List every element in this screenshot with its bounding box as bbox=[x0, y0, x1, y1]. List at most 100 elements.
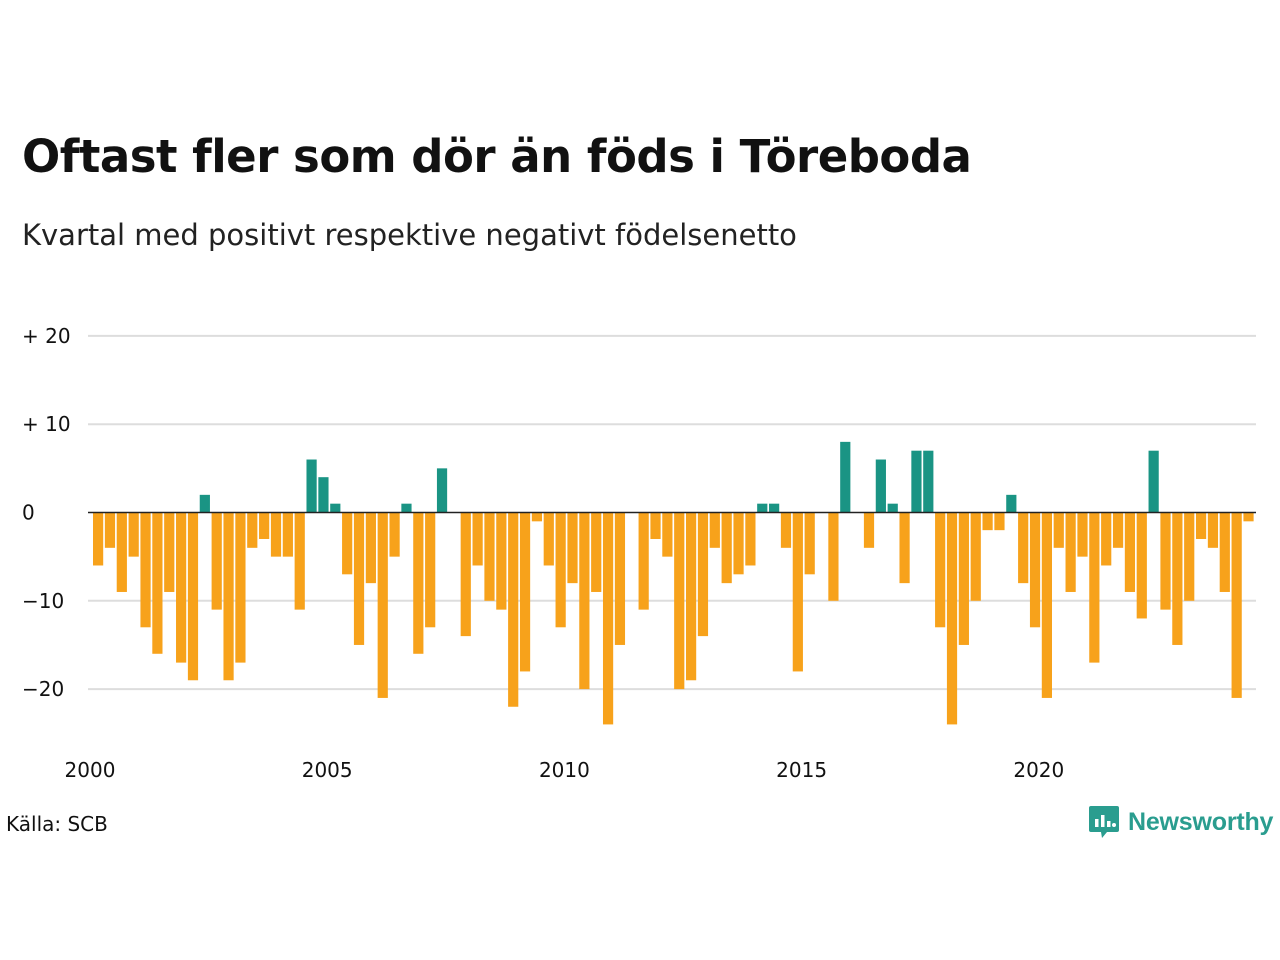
quarter-bar bbox=[164, 512, 175, 592]
y-tick-label: 0 bbox=[22, 501, 35, 525]
y-axis-ticks: + 20 + 10 0 −10 −20 bbox=[22, 324, 71, 701]
quarter-bar bbox=[377, 512, 388, 698]
quarter-bar bbox=[1065, 512, 1076, 592]
quarter-bar bbox=[353, 512, 365, 645]
quarter-bar bbox=[792, 512, 803, 672]
quarter-bar bbox=[1053, 512, 1064, 548]
x-tick-label: 2020 bbox=[1013, 758, 1064, 782]
quarter-bar bbox=[1112, 512, 1124, 548]
bars bbox=[93, 441, 1254, 725]
quarter-bar bbox=[662, 512, 673, 557]
quarter-bar bbox=[614, 512, 626, 645]
quarter-bar bbox=[602, 512, 614, 725]
quarter-bar bbox=[1195, 512, 1207, 539]
quarter-bar bbox=[804, 512, 815, 575]
quarter-bar bbox=[318, 477, 329, 513]
chart-subtitle: Kvartal med positivt respektive negativt… bbox=[22, 218, 797, 252]
quarter-bar bbox=[840, 441, 851, 513]
brand-logo[interactable]: Newsworthy bbox=[1088, 804, 1273, 840]
quarter-bar bbox=[259, 512, 270, 539]
quarter-bar bbox=[709, 512, 720, 548]
quarter-bar bbox=[745, 512, 756, 566]
quarter-bar bbox=[247, 512, 258, 548]
quarter-bar bbox=[757, 503, 768, 513]
quarter-bar bbox=[828, 512, 839, 601]
chart-title: Oftast fler som dör än föds i Töreboda bbox=[22, 130, 972, 183]
quarter-bar bbox=[1243, 512, 1254, 522]
quarter-bar bbox=[650, 512, 661, 539]
quarter-bar bbox=[733, 512, 744, 575]
quarter-bar bbox=[543, 512, 554, 566]
quarter-bar bbox=[496, 512, 507, 610]
quarter-bar bbox=[1101, 512, 1112, 566]
quarter-bar bbox=[389, 512, 400, 557]
quarter-bar bbox=[342, 512, 353, 575]
quarter-bar bbox=[93, 512, 104, 566]
quarter-bar bbox=[128, 512, 139, 557]
quarter-bar bbox=[567, 512, 578, 584]
quarter-bar bbox=[460, 512, 471, 637]
quarter-bar bbox=[1148, 450, 1159, 513]
quarter-bar bbox=[211, 512, 222, 610]
x-tick-label: 2000 bbox=[65, 758, 116, 782]
quarter-bar bbox=[235, 512, 246, 663]
quarter-bar bbox=[591, 512, 602, 592]
quarter-bar bbox=[721, 512, 732, 584]
quarter-bar bbox=[270, 512, 282, 557]
quarter-bar bbox=[104, 512, 116, 548]
quarter-bar bbox=[187, 512, 199, 681]
quarter-bar bbox=[686, 512, 697, 681]
quarter-bar bbox=[982, 512, 993, 531]
quarter-bar bbox=[899, 512, 910, 584]
quarter-bar bbox=[697, 512, 709, 637]
quarter-bar bbox=[994, 512, 1005, 531]
quarter-bar bbox=[199, 494, 210, 513]
bar-chart: + 20 + 10 0 −10 −20 2000 2005 2010 2015 2020 bbox=[22, 324, 1256, 782]
quarter-bar bbox=[674, 512, 685, 690]
quarter-bar bbox=[863, 512, 875, 548]
y-tick-label: + 10 bbox=[22, 412, 71, 436]
quarter-bar bbox=[875, 459, 886, 513]
gridlines bbox=[88, 334, 1256, 691]
quarter-bar bbox=[1136, 512, 1147, 619]
quarter-bar bbox=[1172, 512, 1183, 645]
quarter-bar bbox=[638, 512, 649, 610]
quarter-bar bbox=[1184, 512, 1195, 601]
newsworthy-logo-icon bbox=[1089, 806, 1119, 838]
quarter-bar bbox=[769, 503, 780, 513]
quarter-bar bbox=[306, 459, 317, 513]
quarter-bar bbox=[365, 512, 376, 584]
quarter-bar bbox=[1089, 512, 1100, 663]
quarter-bar bbox=[1077, 512, 1088, 557]
x-tick-label: 2010 bbox=[539, 758, 590, 782]
quarter-bar bbox=[1006, 494, 1017, 513]
quarter-bar bbox=[519, 512, 531, 672]
quarter-bar bbox=[946, 512, 958, 725]
quarter-bar bbox=[282, 512, 293, 557]
quarter-bar bbox=[140, 512, 151, 628]
quarter-bar bbox=[508, 512, 519, 707]
quarter-bar bbox=[436, 468, 448, 513]
quarter-bar bbox=[1041, 512, 1052, 698]
quarter-bar bbox=[294, 512, 305, 610]
y-tick-label: + 20 bbox=[22, 324, 71, 348]
quarter-bar bbox=[330, 503, 341, 513]
quarter-bar bbox=[152, 512, 163, 654]
quarter-bar bbox=[472, 512, 483, 566]
brand-name: Newsworthy bbox=[1128, 807, 1274, 836]
quarter-bar bbox=[1219, 512, 1230, 592]
x-tick-label: 2005 bbox=[302, 758, 353, 782]
quarter-bar bbox=[1018, 512, 1029, 584]
quarter-bar bbox=[780, 512, 792, 548]
quarter-bar bbox=[223, 512, 234, 681]
quarter-bar bbox=[911, 450, 922, 513]
quarter-bar bbox=[176, 512, 187, 663]
quarter-bar bbox=[1160, 512, 1171, 610]
quarter-bar bbox=[923, 450, 934, 513]
quarter-bar bbox=[935, 512, 946, 628]
x-tick-label: 2015 bbox=[776, 758, 827, 782]
source-note: Källa: SCB bbox=[6, 812, 108, 836]
quarter-bar bbox=[401, 503, 412, 513]
quarter-bar bbox=[970, 512, 981, 601]
quarter-bar bbox=[579, 512, 590, 690]
